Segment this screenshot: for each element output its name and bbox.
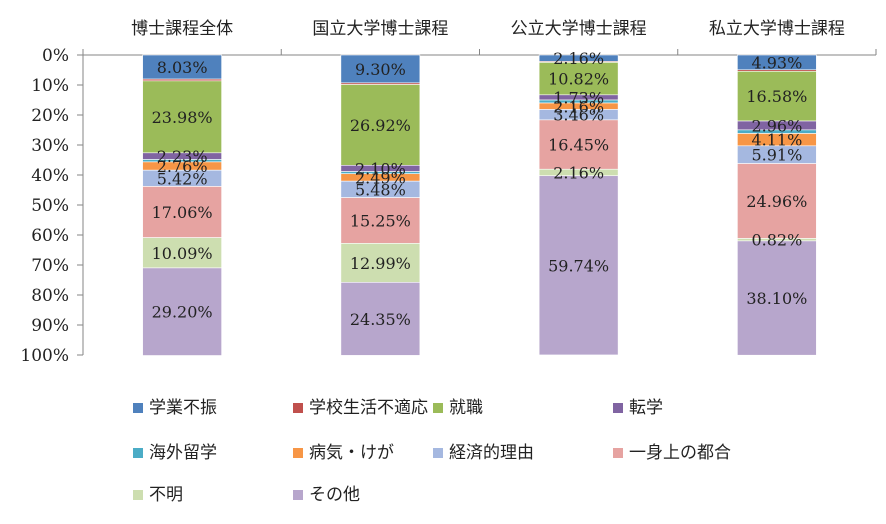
bar-segment bbox=[737, 240, 817, 356]
bar-segment bbox=[737, 70, 817, 122]
bar-segment bbox=[340, 282, 421, 356]
legend-swatch bbox=[293, 403, 303, 413]
data-label: 26.92% bbox=[350, 116, 411, 135]
data-label: 16.58% bbox=[746, 87, 807, 106]
data-label: 2.16% bbox=[553, 49, 604, 68]
category-axis: 博士課程全体 国立大学博士課程 公立大学博士課程 私立大学博士課程 bbox=[82, 19, 877, 56]
legend-label: 一身上の都合 bbox=[629, 443, 731, 463]
y-tick-label: 80% bbox=[31, 286, 69, 306]
data-label: 59.74% bbox=[548, 256, 609, 275]
data-label: 8.03% bbox=[157, 58, 208, 77]
data-label: 2.16% bbox=[553, 163, 604, 182]
data-label: 10.09% bbox=[152, 244, 213, 263]
y-tick-label: 10% bbox=[31, 76, 69, 96]
bar-segment bbox=[142, 80, 222, 154]
data-label: 12.99% bbox=[350, 254, 411, 273]
data-label: 1.73% bbox=[553, 88, 604, 107]
legend-swatch bbox=[613, 448, 623, 458]
bar-segment bbox=[737, 163, 817, 239]
y-tick-label: 30% bbox=[31, 136, 69, 156]
legend-label: その他 bbox=[309, 485, 360, 505]
data-label: 2.10% bbox=[355, 159, 406, 178]
bar-segment bbox=[340, 197, 421, 244]
data-label: 16.45% bbox=[548, 136, 609, 155]
legend-label: 転学 bbox=[629, 398, 663, 418]
legend-swatch bbox=[433, 448, 443, 458]
y-tick-label: 40% bbox=[31, 166, 69, 186]
bar-segment bbox=[538, 175, 619, 356]
y-tick-label: 100% bbox=[20, 346, 69, 366]
bar-segment bbox=[340, 54, 421, 84]
legend-swatch bbox=[293, 490, 303, 500]
data-label: 9.30% bbox=[355, 60, 406, 79]
data-label: 38.10% bbox=[746, 289, 807, 308]
data-label: 5.42% bbox=[157, 169, 208, 188]
y-tick-label: 60% bbox=[31, 226, 69, 246]
data-label: 24.35% bbox=[350, 310, 411, 329]
category-label: 国立大学博士課程 bbox=[312, 19, 448, 39]
data-label: 23.98% bbox=[152, 108, 213, 127]
bar-segment bbox=[142, 54, 222, 80]
data-label: 2.76% bbox=[157, 157, 208, 176]
category-label: 公立大学博士課程 bbox=[511, 19, 647, 39]
y-axis: 0% 10% 20% 30% 40% 50% 60% 70% 80% 90% 100% bbox=[20, 46, 84, 366]
bar-segment bbox=[538, 119, 619, 170]
data-label: 29.20% bbox=[152, 303, 213, 322]
data-label: 15.25% bbox=[350, 211, 411, 230]
data-label: 5.91% bbox=[751, 146, 802, 165]
category-label: 博士課程全体 bbox=[131, 19, 233, 39]
legend-swatch bbox=[133, 448, 143, 458]
legend-label: 就職 bbox=[449, 398, 483, 418]
bars bbox=[142, 54, 817, 356]
data-label: 2.96% bbox=[751, 116, 802, 135]
data-label: 2.23% bbox=[157, 147, 208, 166]
y-tick-label: 70% bbox=[31, 256, 69, 276]
y-tick-label: 0% bbox=[42, 46, 69, 66]
data-label: 5.48% bbox=[355, 180, 406, 199]
legend-label: 経済的理由 bbox=[449, 443, 534, 463]
bar-segment bbox=[538, 62, 619, 96]
data-label: 2.49% bbox=[355, 168, 406, 187]
data-label: 3.46% bbox=[553, 106, 604, 125]
category-label: 私立大学博士課程 bbox=[709, 19, 845, 39]
data-label: 2.16% bbox=[553, 97, 604, 116]
legend-swatch bbox=[133, 403, 143, 413]
legend-swatch bbox=[133, 490, 143, 500]
y-tick-label: 20% bbox=[31, 106, 69, 126]
legend-label: 学業不振 bbox=[149, 398, 217, 418]
data-label: 0.82% bbox=[751, 231, 802, 250]
data-label: 4.11% bbox=[751, 131, 802, 150]
y-tick-label: 90% bbox=[31, 316, 69, 336]
legend-swatch bbox=[293, 448, 303, 458]
data-label: 24.96% bbox=[746, 192, 807, 211]
data-labels: 8.03% 23.98% 2.23%2.76%5.42% 17.06% 10.09% 29… bbox=[152, 49, 808, 329]
bar-segment bbox=[340, 243, 421, 283]
bar-segment bbox=[142, 186, 222, 238]
y-tick-label: 50% bbox=[31, 196, 69, 216]
data-label: 17.06% bbox=[152, 203, 213, 222]
data-label: 10.82% bbox=[548, 70, 609, 89]
legend-label: 海外留学 bbox=[149, 443, 217, 463]
data-label: 4.93% bbox=[751, 53, 802, 72]
bar-segment bbox=[340, 84, 421, 166]
legend-swatch bbox=[433, 403, 443, 413]
bar-segment bbox=[142, 267, 222, 356]
legend-label: 学校生活不適応 bbox=[309, 398, 428, 418]
legend-label: 不明 bbox=[149, 485, 183, 505]
legend-label: 病気・けが bbox=[309, 443, 394, 463]
legend-swatch bbox=[613, 403, 623, 413]
